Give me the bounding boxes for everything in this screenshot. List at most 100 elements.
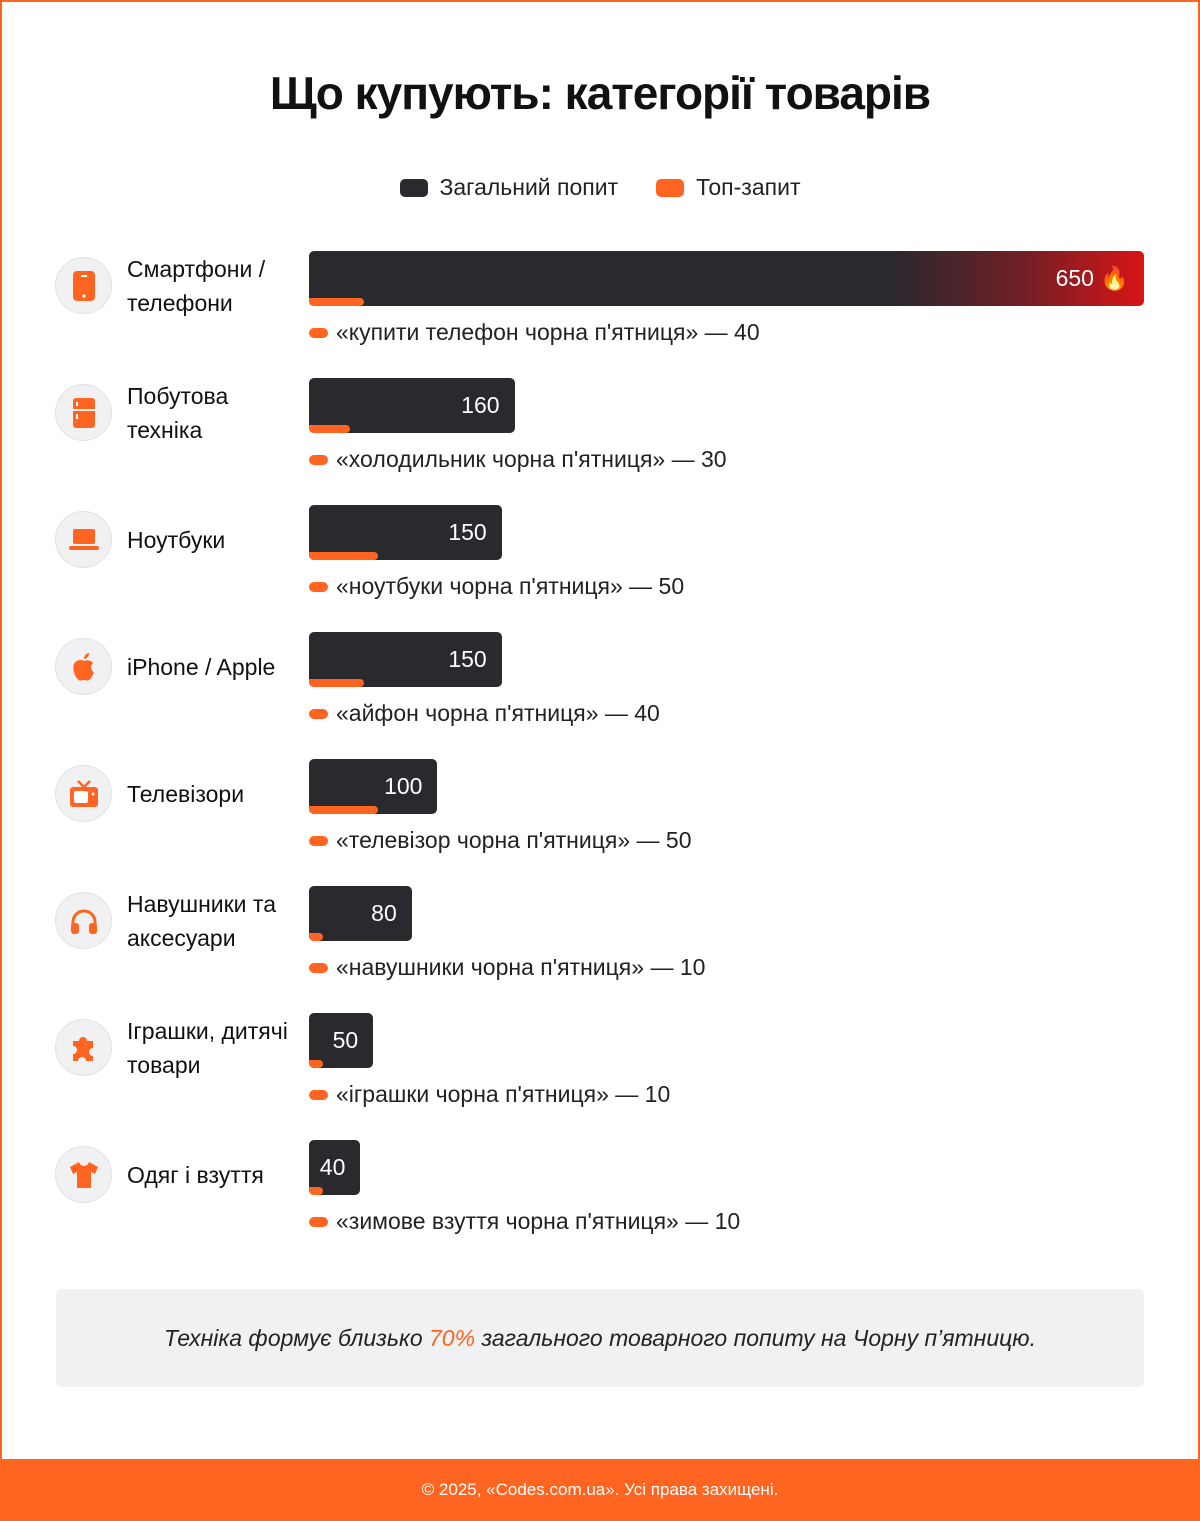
- note-accent: 70%: [429, 1324, 476, 1351]
- category-label: Одяг і взуття: [127, 1140, 302, 1210]
- category-label: Навушники та аксесуари: [127, 886, 302, 956]
- query-dot: [309, 708, 328, 719]
- legend-label: Загальний попит: [439, 174, 619, 200]
- bar-top-query: [309, 679, 365, 687]
- top-query: «айфон чорна п'ятниця» — 40: [309, 700, 660, 727]
- query-dot: [309, 962, 328, 973]
- bar-total-demand: 150: [309, 505, 502, 560]
- query-text: «ноутбуки чорна п'ятниця» — 50: [336, 573, 685, 599]
- top-query: «телевізор чорна п'ятниця» — 50: [309, 827, 692, 854]
- bar-value-label: 150: [448, 632, 486, 687]
- apple-icon: [55, 638, 112, 695]
- bar-value-label: 160: [461, 378, 499, 433]
- bar-value-label: 150: [448, 505, 486, 560]
- value-text: 150: [448, 646, 487, 672]
- query-dot: [309, 581, 328, 592]
- chart-row: iPhone / Apple 150 «айфон чорна п'ятниця…: [0, 632, 1200, 759]
- category-text: Одяг і взуття: [127, 1162, 264, 1188]
- category-text: iPhone / Apple: [127, 654, 276, 680]
- chart-row: Одяг і взуття 40 «зимове взуття чорна п'…: [0, 1140, 1200, 1267]
- value-text: 160: [461, 392, 500, 418]
- top-query: «ноутбуки чорна п'ятниця» — 50: [309, 573, 684, 600]
- category-label: Побутова техніка: [127, 378, 302, 448]
- bar-total-demand: 160: [309, 378, 515, 433]
- fridge-icon: [55, 384, 112, 441]
- bar-total-demand: 80: [309, 886, 412, 941]
- category-text: Навушники та аксесуари: [127, 891, 276, 951]
- chart-row: Іграшки, дитячі товари 50 «іграшки чорна…: [0, 1013, 1200, 1140]
- query-text: «купити телефон чорна п'ятниця» — 40: [336, 319, 760, 345]
- chart-row: Смартфони / телефони 650 🔥 «купити телеф…: [0, 251, 1200, 378]
- bar-top-query: [309, 1060, 323, 1068]
- bar-top-query: [309, 1187, 323, 1195]
- fire-icon: 🔥: [1100, 265, 1129, 291]
- legend-label: Топ-запит: [696, 174, 801, 200]
- bar-value-label: 650 🔥: [1056, 251, 1129, 306]
- query-text: «холодильник чорна п'ятниця» — 30: [336, 446, 727, 472]
- value-text: 150: [448, 519, 487, 545]
- bar-total-demand: 40: [309, 1140, 361, 1195]
- category-text: Смартфони / телефони: [127, 256, 266, 316]
- value-text: 40: [319, 1154, 346, 1180]
- bar-top-query: [309, 425, 351, 433]
- category-label: Іграшки, дитячі товари: [127, 1013, 302, 1083]
- legend-swatch: [399, 178, 428, 197]
- top-query: «іграшки чорна п'ятниця» — 10: [309, 1081, 670, 1108]
- bar-value-label: 50: [333, 1013, 359, 1068]
- value-text: 100: [384, 773, 423, 799]
- chart-row: Побутова техніка 160 «холодильник чорна …: [0, 378, 1200, 505]
- top-query: «навушники чорна п'ятниця» — 10: [309, 954, 705, 981]
- bar-value-label: 100: [384, 759, 422, 814]
- chart-title: Що купують: категорії товарів: [269, 67, 931, 119]
- category-label: Ноутбуки: [127, 505, 302, 575]
- top-query: «холодильник чорна п'ятниця» — 30: [309, 446, 727, 473]
- note-text: Техніка формує близько: [164, 1324, 430, 1351]
- query-text: «телевізор чорна п'ятниця» — 50: [336, 827, 692, 853]
- query-dot: [309, 327, 328, 338]
- bar-top-query: [309, 806, 378, 814]
- bar-total-demand: 150: [309, 632, 502, 687]
- summary-note: Техніка формує близько 70% загального то…: [56, 1289, 1144, 1387]
- headphones-icon: [55, 892, 112, 949]
- query-dot: [309, 835, 328, 846]
- category-label: iPhone / Apple: [127, 632, 302, 702]
- tv-icon: [55, 765, 112, 822]
- legend-item-top: Топ-запит: [656, 174, 800, 201]
- bar-top-query: [309, 933, 323, 941]
- tshirt-icon: [55, 1146, 112, 1203]
- legend-item-total: Загальний попит: [399, 174, 619, 201]
- bar-value-label: 40: [320, 1140, 346, 1195]
- category-text: Ноутбуки: [127, 527, 226, 553]
- laptop-icon: [55, 511, 112, 568]
- top-query: «купити телефон чорна п'ятниця» — 40: [309, 319, 760, 346]
- query-text: «іграшки чорна п'ятниця» — 10: [336, 1081, 671, 1107]
- category-label: Телевізори: [127, 759, 302, 829]
- query-dot: [309, 1089, 328, 1100]
- value-text: 50: [332, 1027, 359, 1053]
- legend: Загальний попит Топ-запит: [0, 174, 1200, 201]
- value-text: 650: [1055, 265, 1094, 291]
- note-text: загального товарного попиту на Чорну п’я…: [475, 1324, 1036, 1351]
- legend-swatch: [656, 178, 685, 197]
- bar-top-query: [309, 552, 378, 560]
- bar-total-demand: 100: [309, 759, 438, 814]
- category-label: Смартфони / телефони: [127, 251, 302, 321]
- bar-total-demand: 650 🔥: [309, 251, 1144, 306]
- bar-total-demand: 50: [309, 1013, 374, 1068]
- chart-row: Телевізори 100 «телевізор чорна п'ятниця…: [0, 759, 1200, 886]
- puzzle-icon: [55, 1019, 112, 1076]
- query-dot: [309, 1216, 328, 1227]
- query-text: «зимове взуття чорна п'ятниця» — 10: [336, 1208, 741, 1234]
- smartphone-icon: [55, 257, 112, 314]
- category-text: Побутова техніка: [127, 383, 229, 443]
- bar-top-query: [309, 298, 365, 306]
- chart-row: Ноутбуки 150 «ноутбуки чорна п'ятниця» —…: [0, 505, 1200, 632]
- footer: © 2025, «Codes.com.ua». Усі права захище…: [0, 1459, 1200, 1521]
- top-query: «зимове взуття чорна п'ятниця» — 10: [309, 1208, 740, 1235]
- category-text: Іграшки, дитячі товари: [127, 1018, 288, 1078]
- query-text: «навушники чорна п'ятниця» — 10: [336, 954, 706, 980]
- value-text: 80: [371, 900, 397, 926]
- bar-value-label: 80: [371, 886, 397, 941]
- chart-row: Навушники та аксесуари 80 «навушники чор…: [0, 886, 1200, 1013]
- query-text: «айфон чорна п'ятниця» — 40: [336, 700, 660, 726]
